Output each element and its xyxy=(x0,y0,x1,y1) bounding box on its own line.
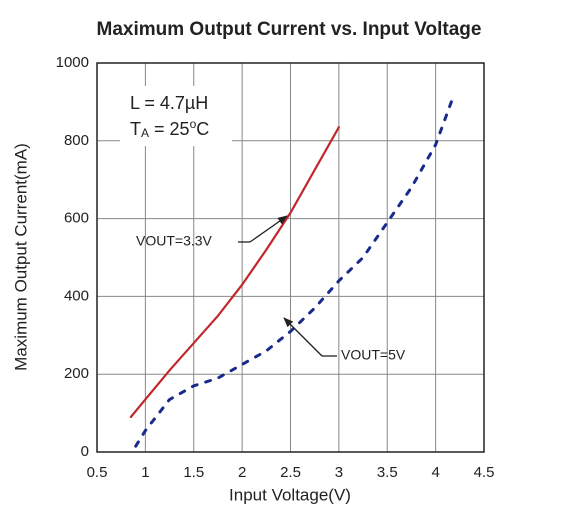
annotation-part: o xyxy=(190,117,197,131)
x-tick-label: 0.5 xyxy=(87,464,108,481)
y-tick-label: 600 xyxy=(64,210,89,227)
x-tick-label: 1 xyxy=(141,464,149,481)
x-tick-label: 2 xyxy=(238,464,246,481)
annotation-part: A xyxy=(141,126,149,140)
y-tick-label: 800 xyxy=(64,132,89,149)
annotation-part: C xyxy=(196,119,209,139)
data-line xyxy=(134,95,455,448)
chart-title: Maximum Output Current vs. Input Voltage xyxy=(97,19,482,40)
plot-frame xyxy=(96,62,485,453)
callout-arrow xyxy=(283,317,323,357)
callout-arrow xyxy=(249,215,288,243)
annotation: TA = 25oC xyxy=(130,117,209,139)
y-tick-label: 1000 xyxy=(56,54,89,71)
x-tick-label: 3.5 xyxy=(377,464,398,481)
x-axis-label: Input Voltage(V) xyxy=(229,485,351,504)
x-tick-label: 3 xyxy=(335,464,343,481)
annotation-part: = 25 xyxy=(149,119,190,139)
x-tick-label: 4 xyxy=(431,464,439,481)
y-tick-label: 200 xyxy=(64,365,89,382)
series-label: VOUT=3.3V xyxy=(136,233,213,249)
annotation: L = 4.7µH xyxy=(130,93,208,113)
y-tick-label: 0 xyxy=(81,443,89,460)
data-line xyxy=(129,126,340,419)
y-axis-label: Maximum Output Current(mA) xyxy=(11,143,30,371)
series-label: VOUT=5V xyxy=(341,347,406,363)
annotation-part: L = 4.7µH xyxy=(130,93,208,113)
x-tick-label: 2.5 xyxy=(280,464,301,481)
x-tick-label: 1.5 xyxy=(183,464,204,481)
annotation-box xyxy=(120,86,232,146)
annotation-part: T xyxy=(130,119,141,139)
y-tick-label: 400 xyxy=(64,287,89,304)
x-tick-label: 4.5 xyxy=(474,464,495,481)
